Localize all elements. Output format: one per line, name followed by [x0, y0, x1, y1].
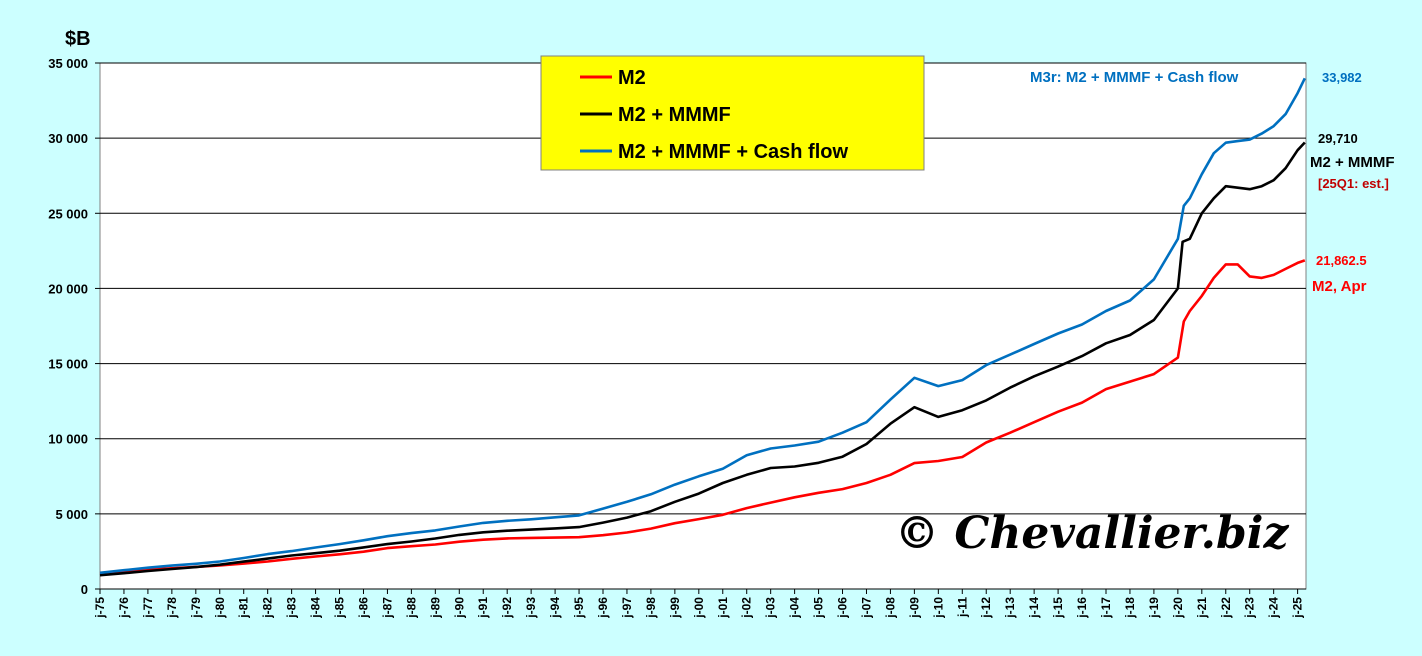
x-tick-label: j-01 [716, 597, 730, 619]
x-tick-label: j-16 [1075, 597, 1089, 619]
x-tick-label: j-24 [1267, 597, 1281, 619]
y-tick-label: 25 000 [48, 206, 88, 221]
x-tick-label: j-93 [524, 597, 538, 619]
x-tick-label: j-89 [428, 597, 442, 619]
x-tick-label: j-95 [572, 597, 586, 619]
black-series-label: M2 + MMMF [1310, 154, 1395, 171]
x-tick-label: j-15 [1051, 597, 1065, 619]
x-tick-label: j-85 [333, 597, 347, 619]
x-tick-label: j-86 [356, 597, 370, 619]
blue-end-value: 33,982 [1322, 70, 1362, 85]
legend: M2 M2 + MMMF M2 + MMMF + Cash flow [540, 55, 925, 171]
x-tick-label: j-91 [476, 597, 490, 619]
x-tick-label: j-25 [1291, 597, 1305, 619]
x-tick-label: j-98 [644, 597, 658, 619]
x-tick-label: j-76 [117, 597, 131, 619]
estimate-note: [25Q1: est.] [1318, 176, 1389, 191]
x-tick-label: j-90 [452, 597, 466, 619]
x-tick-label: j-14 [1027, 597, 1041, 619]
x-tick-label: j-79 [189, 597, 203, 619]
x-tick-label: j-99 [668, 597, 682, 619]
y-tick-label: 10 000 [48, 432, 88, 447]
x-tick-label: j-04 [788, 597, 802, 619]
x-tick-label: j-87 [380, 597, 394, 619]
x-tick-label: j-10 [931, 597, 945, 619]
x-tick-label: j-05 [812, 597, 826, 619]
x-tick-label: j-77 [141, 597, 155, 619]
series-line-1 [99, 141, 1306, 577]
x-tick-label: j-23 [1243, 597, 1257, 619]
black-end-value: 29,710 [1318, 131, 1358, 146]
x-tick-label: j-80 [213, 597, 227, 619]
legend-entry-m3r: M2 + MMMF + Cash flow [618, 141, 848, 163]
x-tick-label: j-83 [285, 597, 299, 619]
series-lines [99, 77, 1306, 577]
y-axis-ticks: 0 5 000 10 000 15 000 20 000 25 000 30 000 35 0… [48, 56, 100, 597]
x-tick-label: j-82 [261, 597, 275, 619]
x-tick-label: j-88 [404, 597, 418, 619]
red-end-value: 21,862.5 [1316, 253, 1367, 268]
legend-entry-m2-mmmf: M2 + MMMF [618, 104, 731, 126]
x-tick-label: j-21 [1195, 597, 1209, 619]
y-tick-label: 30 000 [48, 131, 88, 146]
x-tick-label: j-03 [764, 597, 778, 619]
y-tick-label: 35 000 [48, 56, 88, 71]
legend-entry-m2: M2 [618, 67, 646, 89]
x-tick-label: j-02 [740, 597, 754, 619]
y-tick-label: 20 000 [48, 281, 88, 296]
series-line-2 [99, 77, 1306, 575]
x-tick-label: j-13 [1003, 597, 1017, 619]
x-tick-label: j-20 [1171, 597, 1185, 619]
x-tick-label: j-17 [1099, 597, 1113, 619]
x-tick-label: j-11 [955, 597, 969, 618]
red-series-label: M2, Apr [1312, 278, 1367, 295]
x-tick-label: j-07 [859, 597, 873, 619]
x-tick-label: j-08 [883, 597, 897, 619]
x-tick-label: j-22 [1219, 597, 1233, 619]
x-axis-ticks: j-75 j-76 j-77 j-78 j-79 j-80 j-81 j-82 j-83 j-84… [93, 588, 1306, 619]
y-tick-label: 0 [81, 582, 88, 597]
m3r-title-annotation: M3r: M2 + MMMF + Cash flow [1030, 69, 1239, 86]
x-tick-label: j-92 [500, 597, 514, 619]
x-tick-label: j-00 [692, 597, 706, 619]
x-tick-label: j-06 [836, 597, 850, 619]
series-line-0 [99, 259, 1306, 575]
x-tick-label: j-12 [979, 597, 993, 619]
x-tick-label: j-84 [309, 597, 323, 619]
y-unit-label: $B [65, 28, 91, 50]
x-tick-label: j-97 [620, 597, 634, 619]
x-tick-label: j-18 [1123, 597, 1137, 619]
y-tick-label: 15 000 [48, 357, 88, 372]
x-tick-label: j-96 [596, 597, 610, 619]
x-tick-label: j-09 [907, 597, 921, 619]
x-tick-label: j-75 [93, 597, 107, 619]
y-tick-label: 5 000 [55, 507, 88, 522]
x-tick-label: j-19 [1147, 597, 1161, 619]
x-tick-label: j-81 [237, 597, 251, 619]
watermark: © Chevallier.biz [895, 508, 1289, 559]
x-tick-label: j-94 [548, 597, 562, 619]
x-tick-label: j-78 [165, 597, 179, 619]
